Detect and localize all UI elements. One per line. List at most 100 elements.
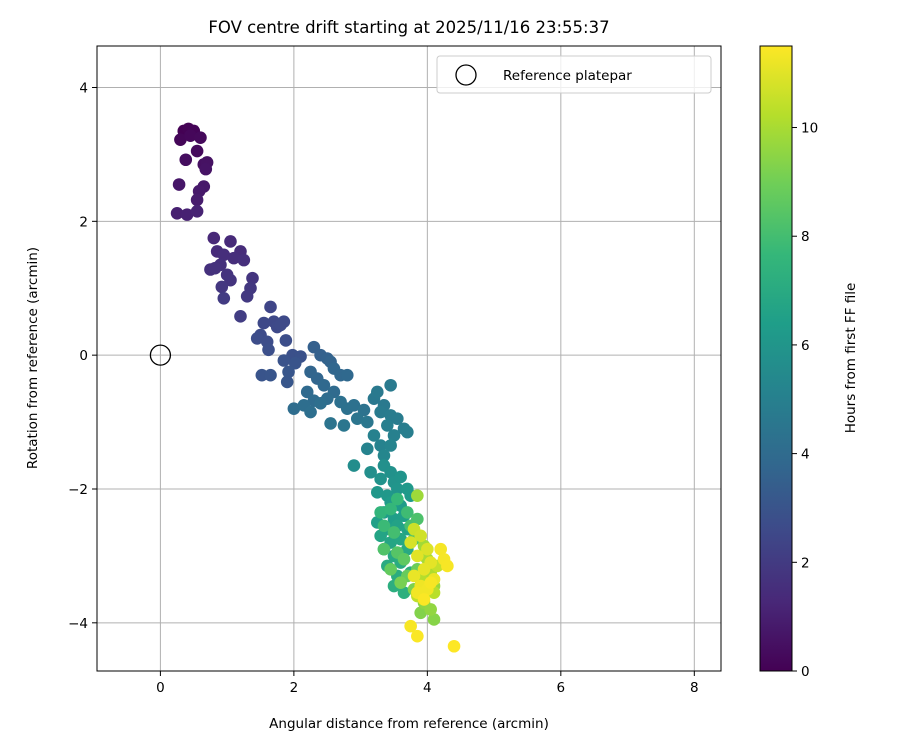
data-point: [317, 378, 331, 392]
data-point: [411, 489, 424, 502]
data-point: [384, 378, 397, 392]
data-point: [411, 549, 424, 563]
scatter-points: [170, 122, 461, 653]
data-point: [277, 315, 291, 328]
data-point: [401, 425, 414, 439]
y-tick-label: −4: [68, 616, 88, 632]
x-tick-label: 2: [290, 680, 299, 696]
data-point: [441, 559, 454, 573]
colorbar-tick-label: 8: [801, 229, 810, 245]
data-point: [224, 235, 237, 248]
data-point: [172, 178, 186, 191]
data-point: [447, 639, 461, 653]
reference-platepar-marker: [149, 344, 172, 366]
data-point: [360, 415, 374, 429]
data-point: [246, 271, 259, 285]
data-point: [364, 465, 377, 479]
plot-frame: [96, 45, 722, 672]
data-point: [417, 593, 431, 606]
data-point: [350, 412, 364, 426]
data-point: [387, 429, 401, 442]
data-point: [391, 482, 404, 496]
data-point: [414, 529, 427, 543]
colorbar-tick-label: 4: [801, 447, 810, 463]
data-point: [190, 204, 204, 218]
legend-marker-icon: [455, 64, 477, 86]
data-point: [227, 251, 241, 265]
data-point: [384, 465, 397, 479]
data-point: [314, 397, 327, 410]
data-point: [384, 439, 397, 452]
data-point: [300, 385, 314, 399]
x-axis-label: Angular distance from reference (arcmin): [269, 716, 549, 732]
data-point: [190, 193, 204, 207]
x-axis-ticks: 0 2 4 6 8: [156, 671, 699, 696]
y-tick-label: 2: [79, 214, 88, 230]
colorbar-tick-label: 10: [801, 121, 818, 137]
x-tick-label: 0: [156, 680, 165, 696]
data-point: [434, 542, 448, 556]
data-point: [257, 316, 271, 330]
data-point: [304, 405, 317, 419]
data-point: [255, 368, 269, 382]
data-point: [277, 354, 291, 367]
data-point: [287, 402, 301, 415]
data-point: [170, 206, 184, 220]
data-point: [417, 562, 431, 576]
colorbar-ticks: 0 2 4 6 8 10: [792, 121, 818, 680]
data-point: [411, 512, 424, 526]
data-point: [360, 442, 374, 456]
data-point: [374, 506, 387, 519]
y-axis-ticks: 4 2 0 −2 −4: [68, 80, 97, 632]
data-point: [384, 502, 397, 516]
data-point: [407, 569, 421, 583]
data-point: [224, 273, 237, 287]
x-tick-label: 4: [423, 680, 432, 696]
data-point: [424, 603, 437, 616]
data-point: [404, 536, 417, 549]
data-point: [340, 368, 354, 382]
data-point: [262, 343, 275, 357]
data-point: [184, 129, 197, 142]
data-point: [250, 332, 264, 345]
colorbar: 0 2 4 6 8 10 Hours from first FF file: [759, 45, 859, 680]
chart-title: FOV centre drift starting at 2025/11/16 …: [208, 18, 609, 37]
y-tick-label: 4: [79, 80, 88, 96]
data-point: [288, 356, 302, 370]
colorbar-tick-label: 2: [801, 555, 810, 571]
x-tick-label: 8: [690, 680, 699, 696]
data-point: [370, 385, 384, 399]
data-point: [391, 412, 404, 426]
data-point: [264, 300, 277, 314]
reference-marker-layer: [149, 344, 172, 366]
legend: Reference platepar: [436, 55, 712, 94]
data-point: [404, 619, 417, 633]
data-point: [180, 208, 194, 221]
legend-label: Reference platepar: [503, 68, 632, 84]
data-point: [394, 576, 407, 589]
data-point: [377, 449, 391, 462]
data-point: [215, 280, 229, 294]
data-point: [401, 506, 414, 519]
data-point: [377, 519, 391, 533]
data-point: [424, 576, 437, 589]
data-point: [217, 248, 231, 262]
data-point: [207, 231, 221, 245]
data-point: [384, 562, 397, 576]
data-point: [374, 405, 387, 419]
legend-box: [436, 55, 712, 94]
data-point: [367, 429, 381, 442]
data-point: [217, 291, 231, 305]
x-tick-label: 6: [557, 680, 566, 696]
data-point: [324, 417, 337, 430]
data-point: [234, 310, 247, 323]
colorbar-tick-label: 6: [801, 338, 810, 354]
data-point: [282, 365, 295, 379]
data-point: [208, 261, 222, 275]
data-point: [347, 399, 361, 412]
data-point: [237, 253, 251, 267]
data-point: [394, 470, 407, 484]
colorbar-tick-label: 0: [801, 664, 810, 680]
data-point: [337, 419, 351, 432]
